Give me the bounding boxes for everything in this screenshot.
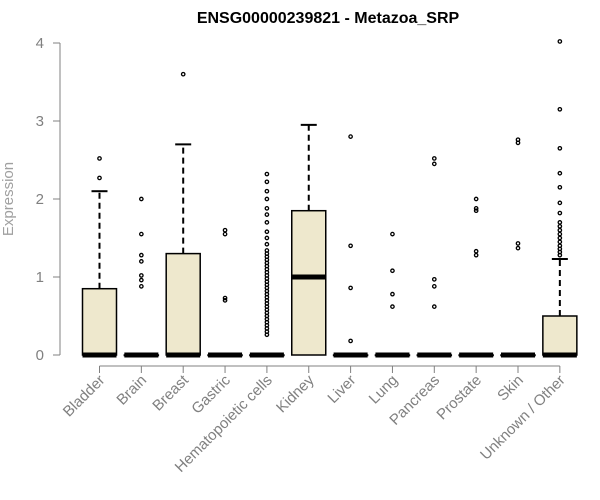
outlier-point [139, 196, 144, 202]
outlier-point [264, 188, 270, 194]
outlier-point [264, 235, 270, 241]
outlier-point [557, 106, 563, 112]
box-3 [207, 227, 243, 358]
outlier-point [557, 200, 563, 206]
outlier-point [473, 196, 479, 202]
outlier-point [557, 223, 563, 229]
outlier-point [557, 39, 563, 44]
box-rect [542, 315, 578, 356]
outlier-point [264, 229, 270, 235]
x-tick-label: Bladder [60, 372, 109, 421]
x-tick-label: Breast [149, 371, 192, 414]
outlier-point [264, 241, 270, 247]
outlier-point [97, 175, 102, 181]
y-tick-label: 2 [36, 191, 44, 208]
outlier-point [264, 212, 270, 217]
outlier-point [180, 71, 186, 77]
y-axis-label: Expression [0, 162, 17, 236]
x-tick-label: Prostate [433, 372, 485, 424]
outlier-point [264, 179, 270, 185]
outlier-point [264, 220, 270, 225]
x-tick-label: Lung [366, 372, 402, 408]
box-10 [500, 137, 536, 358]
outlier-point [348, 338, 353, 344]
outlier-point [222, 298, 228, 303]
outlier-point [348, 243, 353, 249]
outlier-point [431, 284, 437, 289]
outlier-point [390, 268, 395, 274]
outlier-point [431, 156, 437, 161]
outlier-point [264, 196, 270, 202]
outlier-point [557, 243, 563, 249]
outlier-point [557, 210, 563, 216]
y-tick-label: 4 [36, 35, 44, 52]
outlier-point [515, 241, 521, 246]
y-tick-label: 0 [36, 347, 44, 364]
outlier-point [557, 227, 563, 233]
x-tick-label: Liver [324, 372, 359, 407]
outlier-point [139, 284, 144, 289]
outlier-point [557, 170, 563, 176]
outlier-point [557, 235, 563, 241]
outlier-point [390, 304, 395, 309]
outlier-point [97, 156, 102, 161]
outlier-point [348, 285, 353, 291]
box-5 [291, 123, 327, 356]
x-tick-label: Skin [494, 372, 527, 405]
box-rect [81, 287, 118, 356]
box-7 [374, 231, 411, 358]
chart-title: ENSG00000239821 - Metazoa_SRP [197, 10, 460, 27]
outlier-point [557, 184, 563, 190]
x-tick-label: Kidney [273, 371, 318, 416]
box-6 [332, 134, 369, 358]
outlier-point [390, 291, 395, 297]
outlier-point [348, 134, 353, 139]
outlier-point [264, 206, 270, 211]
outlier-point [222, 231, 228, 237]
outlier-point [473, 252, 479, 258]
box-4 [249, 171, 285, 358]
outlier-point [222, 227, 228, 233]
box-group [81, 39, 578, 358]
outlier-point [473, 206, 479, 211]
outlier-point [557, 231, 563, 237]
y-tick-label: 1 [36, 269, 44, 286]
outlier-point [557, 220, 563, 225]
outlier-point [557, 145, 563, 151]
box-9 [458, 196, 494, 358]
outlier-point [139, 259, 144, 264]
outlier-point [264, 248, 270, 253]
x-tick-label: Brain [113, 372, 150, 409]
outlier-point [473, 208, 479, 214]
outlier-point [557, 239, 563, 245]
box-8 [416, 156, 453, 358]
y-axis: 0 1 2 3 4 [36, 35, 61, 364]
box-2 [165, 71, 201, 358]
outlier-point [222, 295, 228, 301]
box-rect [291, 209, 327, 356]
outlier-point [139, 273, 144, 278]
outlier-point [431, 161, 437, 167]
y-tick-label: 3 [36, 113, 44, 130]
outlier-point [264, 171, 270, 177]
box-11 [542, 39, 578, 358]
outlier-point [515, 245, 521, 251]
outlier-point [431, 276, 437, 282]
outlier-point [473, 248, 479, 254]
outlier-point [390, 231, 395, 237]
outlier-point [515, 137, 521, 143]
box-rect [165, 252, 201, 356]
outlier-point [139, 231, 144, 237]
outlier-point [139, 277, 144, 283]
box-1 [123, 196, 160, 358]
outlier-point [431, 304, 437, 309]
outlier-point [139, 252, 144, 258]
box-0 [81, 156, 118, 358]
